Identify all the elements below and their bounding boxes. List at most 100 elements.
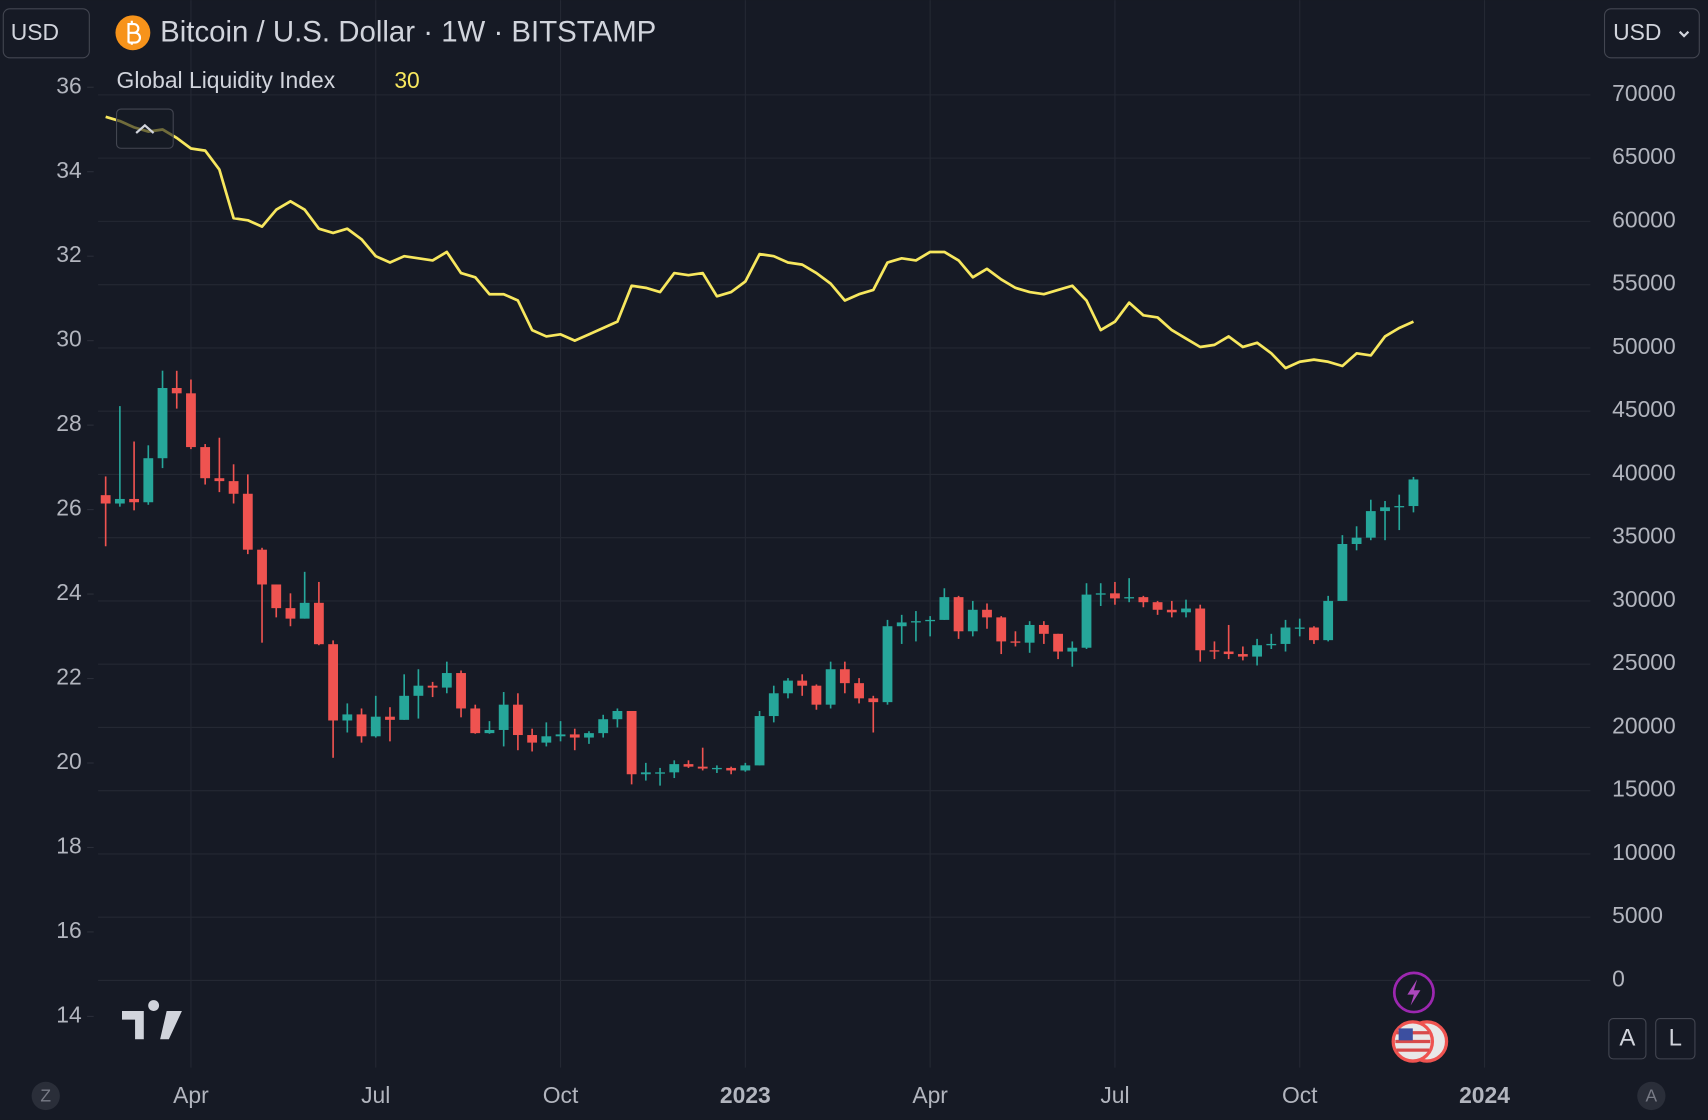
candle-body [1209, 650, 1220, 652]
candle-body [512, 704, 523, 736]
candle-body [1053, 633, 1063, 652]
bitcoin-glyph [127, 20, 141, 45]
y2-tick-label: 34 [56, 157, 82, 183]
candle-body [982, 609, 992, 618]
candle-body [1380, 507, 1390, 512]
auto-scale-button[interactable] [1608, 1018, 1647, 1060]
y2-tick-label: 32 [56, 241, 81, 267]
candle-body [313, 602, 324, 645]
legend-value: 30 [394, 67, 419, 93]
candle-body [143, 458, 154, 503]
y-tick-label: 55000 [1612, 270, 1676, 296]
candle-body [1394, 506, 1405, 508]
candle-body [783, 680, 793, 694]
candle-body [669, 764, 680, 773]
auto-label[interactable]: A [1646, 1086, 1658, 1106]
y2-tick-label: 26 [56, 495, 81, 521]
log-scale-button[interactable] [1655, 1018, 1696, 1060]
zoom-button[interactable] [31, 1081, 60, 1111]
candle-body [171, 388, 182, 394]
candle-body [754, 716, 765, 766]
y-tick-label: 0 [1612, 966, 1625, 992]
x-tick-label: Jul [1100, 1082, 1129, 1108]
candle-body [726, 767, 737, 771]
y-tick-label: 10000 [1612, 839, 1676, 865]
candle-body [740, 765, 751, 771]
zoom-label[interactable]: Z [40, 1086, 51, 1106]
candle-body [441, 673, 452, 688]
dropdown-icon [1678, 30, 1690, 38]
chart-title: Bitcoin / U.S. Dollar · 1W · BITSTAMP [160, 16, 656, 49]
currency-button[interactable] [2, 8, 90, 59]
currency-label[interactable]: USD [11, 19, 59, 45]
auto-button[interactable] [1637, 1081, 1666, 1111]
auto-scale-label[interactable]: A [1619, 1025, 1635, 1052]
candle-body [1181, 608, 1191, 613]
candle-body [157, 388, 168, 459]
candle-body [413, 685, 424, 696]
candle-body [1252, 645, 1262, 657]
candle-body [640, 772, 651, 775]
candle-body [1365, 511, 1376, 538]
candle-body [1038, 624, 1049, 634]
candle-body [1223, 651, 1234, 655]
candle-body [868, 698, 879, 703]
candle-body [555, 734, 566, 737]
y-tick-label: 60000 [1612, 206, 1676, 232]
candle-body [271, 584, 282, 609]
candle-body [242, 493, 253, 550]
candle-body [967, 609, 978, 632]
candle-body [768, 693, 779, 717]
candle-body [214, 478, 225, 482]
candle-body [1095, 593, 1106, 595]
log-scale-label[interactable]: L [1669, 1025, 1682, 1052]
candle-body [470, 708, 481, 734]
y-tick-label: 20000 [1612, 712, 1676, 738]
candle-body [385, 716, 395, 720]
candle-body [1408, 479, 1419, 507]
candle-body [186, 393, 196, 448]
candle-body [1309, 627, 1319, 641]
candle-body [655, 772, 665, 774]
x-tick-label: Jul [361, 1082, 390, 1108]
y-tick-label: 70000 [1612, 80, 1676, 106]
candle-body [456, 673, 466, 709]
collapse-button[interactable] [116, 108, 174, 149]
candle-body [612, 710, 623, 720]
candle-body [100, 495, 111, 504]
candle-body [911, 621, 921, 623]
candle-body [129, 498, 139, 503]
candle-body [1138, 597, 1149, 603]
candle-body [498, 704, 509, 730]
candle-body [797, 680, 808, 686]
currency-dropdown-label[interactable]: USD [1613, 19, 1661, 45]
y-tick-label: 45000 [1612, 396, 1676, 422]
candle-body [825, 669, 836, 705]
candle-body [1166, 609, 1177, 613]
candle-body [882, 626, 893, 703]
flag-canton [1398, 1028, 1413, 1041]
candle-body [854, 683, 864, 699]
candle-body [1010, 641, 1021, 643]
candle-body [484, 729, 495, 734]
candle-body [811, 685, 822, 705]
candle-body [1195, 608, 1206, 651]
candle-body [1266, 643, 1277, 646]
candle-body [328, 644, 339, 721]
candle-body [712, 767, 722, 770]
currency-dropdown[interactable] [1603, 8, 1700, 59]
candle-body [996, 617, 1007, 642]
y2-tick-label: 14 [56, 1001, 82, 1027]
candle-body [697, 766, 708, 769]
candle-body [1294, 627, 1305, 629]
candle-body [299, 602, 310, 619]
candle-body [1024, 624, 1035, 643]
y2-tick-label: 16 [56, 917, 81, 943]
candle-body [1337, 543, 1348, 601]
candle-body [896, 622, 907, 627]
y2-tick-label: 36 [56, 72, 81, 98]
candle-body [527, 735, 538, 743]
x-tick-label: 2024 [1459, 1082, 1510, 1108]
